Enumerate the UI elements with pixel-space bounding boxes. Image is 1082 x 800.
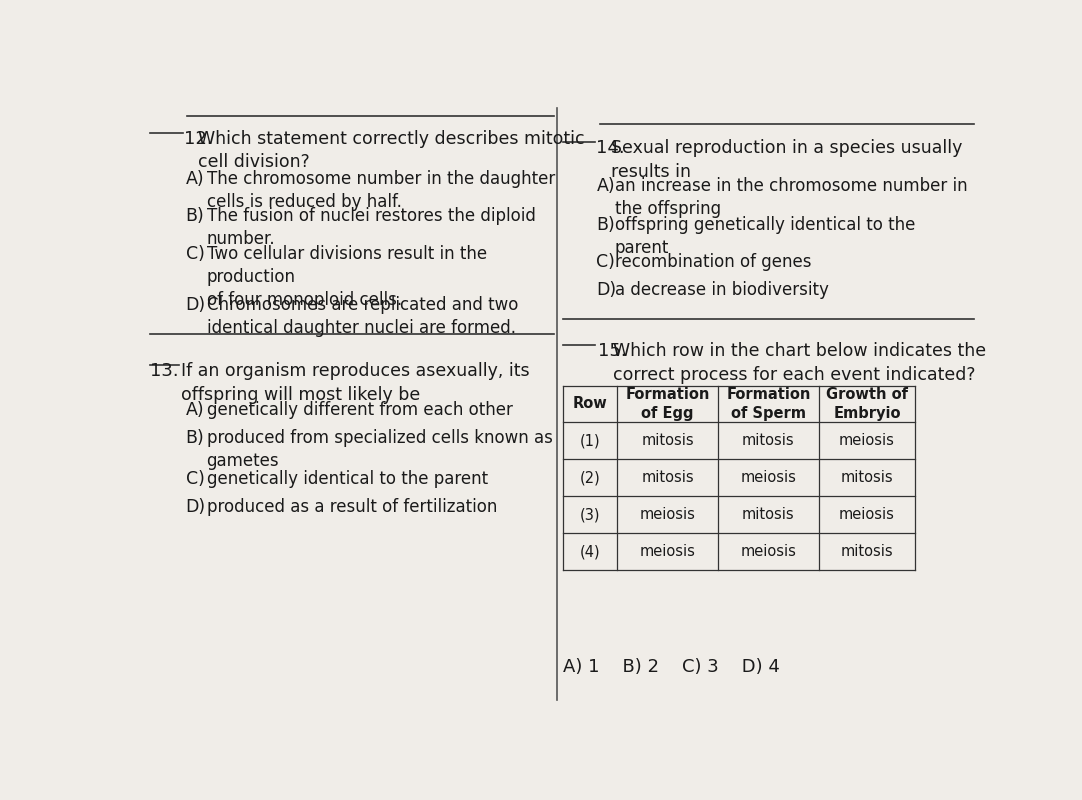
Text: Which row in the chart below indicates the
correct process for each event indica: Which row in the chart below indicates t… xyxy=(613,342,987,384)
Text: (4): (4) xyxy=(580,544,601,559)
Text: 14.: 14. xyxy=(596,139,625,157)
Text: Growth of
Embryio: Growth of Embryio xyxy=(826,387,908,421)
Text: Formation
of Sperm: Formation of Sperm xyxy=(726,387,810,421)
Text: mitosis: mitosis xyxy=(841,470,894,486)
Text: (1): (1) xyxy=(580,434,601,449)
Text: Formation
of Egg: Formation of Egg xyxy=(625,387,710,421)
Text: meiosis: meiosis xyxy=(839,507,895,522)
Text: a decrease in biodiversity: a decrease in biodiversity xyxy=(615,281,829,299)
Text: mitosis: mitosis xyxy=(742,434,794,449)
Text: (2): (2) xyxy=(580,470,601,486)
Text: C): C) xyxy=(186,245,204,263)
Text: B): B) xyxy=(596,216,616,234)
Text: Two cellular divisions result in the
production
of four monoploid cells.: Two cellular divisions result in the pro… xyxy=(207,245,487,309)
Text: The fusion of nuclei restores the diploid
number.: The fusion of nuclei restores the diploi… xyxy=(207,207,536,248)
Text: D): D) xyxy=(596,281,617,299)
Text: genetically identical to the parent: genetically identical to the parent xyxy=(207,470,488,488)
Text: 12.: 12. xyxy=(184,130,212,148)
Text: B): B) xyxy=(186,429,204,446)
Text: If an organism reproduces asexually, its
offspring will most likely be: If an organism reproduces asexually, its… xyxy=(182,362,530,404)
Text: meiosis: meiosis xyxy=(839,434,895,449)
Text: mitosis: mitosis xyxy=(841,544,894,559)
Text: recombination of genes: recombination of genes xyxy=(615,253,812,271)
Text: A): A) xyxy=(186,401,204,419)
Text: meiosis: meiosis xyxy=(740,544,796,559)
Text: genetically different from each other: genetically different from each other xyxy=(207,401,513,419)
Text: produced as a result of fertilization: produced as a result of fertilization xyxy=(207,498,497,516)
Text: produced from specialized cells known as
gametes: produced from specialized cells known as… xyxy=(207,429,553,470)
Text: Row: Row xyxy=(572,397,607,411)
Text: (3): (3) xyxy=(580,507,601,522)
Text: meiosis: meiosis xyxy=(639,507,696,522)
Text: The chromosome number in the daughter
cells is reduced by half.: The chromosome number in the daughter ce… xyxy=(207,170,555,211)
Text: meiosis: meiosis xyxy=(740,470,796,486)
Text: D): D) xyxy=(186,296,206,314)
Text: 15.: 15. xyxy=(598,342,626,360)
Text: meiosis: meiosis xyxy=(639,544,696,559)
Text: C): C) xyxy=(596,253,616,271)
Text: C): C) xyxy=(186,470,204,488)
Text: Chromosomes are replicated and two
identical daughter nuclei are formed.: Chromosomes are replicated and two ident… xyxy=(207,296,518,337)
Text: mitosis: mitosis xyxy=(642,434,694,449)
Text: Which statement correctly describes mitotic
cell division?: Which statement correctly describes mito… xyxy=(198,130,584,171)
Text: 13.: 13. xyxy=(150,362,179,380)
Text: B): B) xyxy=(186,207,204,225)
Text: offspring genetically identical to the
parent: offspring genetically identical to the p… xyxy=(615,216,915,257)
Text: A): A) xyxy=(596,178,615,195)
Text: A): A) xyxy=(186,170,204,188)
Text: an increase in the chromosome number in
the offspring: an increase in the chromosome number in … xyxy=(615,178,967,218)
Text: mitosis: mitosis xyxy=(642,470,694,486)
Text: D): D) xyxy=(186,498,206,516)
Text: A) 1    B) 2    C) 3    D) 4: A) 1 B) 2 C) 3 D) 4 xyxy=(563,658,780,676)
Text: Sexual reproduction in a species usually
results in: Sexual reproduction in a species usually… xyxy=(610,139,962,181)
Text: mitosis: mitosis xyxy=(742,507,794,522)
